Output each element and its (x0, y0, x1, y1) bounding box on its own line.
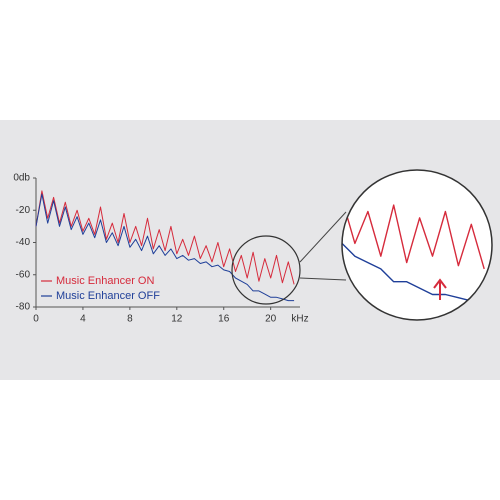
x-tick-label: 4 (80, 314, 86, 325)
series-line (35, 190, 295, 285)
zoom-connector (299, 211, 347, 263)
magnifier (231, 235, 301, 305)
series-line (35, 193, 295, 302)
y-tick-label: -60 (16, 269, 31, 280)
x-tick-label: 0 (33, 314, 39, 325)
zoom-lens-border (341, 169, 493, 321)
x-tick-label: 16 (218, 314, 230, 325)
x-tick-label: 12 (171, 314, 183, 325)
y-tick-label: 0db (13, 173, 30, 184)
arrow-up (433, 278, 447, 300)
series-line (342, 170, 485, 270)
series-line (342, 170, 485, 302)
zoom-connector (299, 277, 347, 281)
x-tick-label: 20 (265, 314, 277, 325)
legend-label: Music Enhancer ON (56, 275, 154, 287)
y-tick-label: -40 (16, 237, 31, 248)
y-tick-label: -80 (16, 302, 31, 313)
zoom-lens (342, 170, 492, 320)
y-tick-label: -20 (16, 205, 31, 216)
zoom-inset (342, 170, 485, 302)
x-tick-label: 8 (127, 314, 133, 325)
legend-label: Music Enhancer OFF (56, 290, 160, 302)
x-axis-label: kHz (291, 314, 308, 325)
